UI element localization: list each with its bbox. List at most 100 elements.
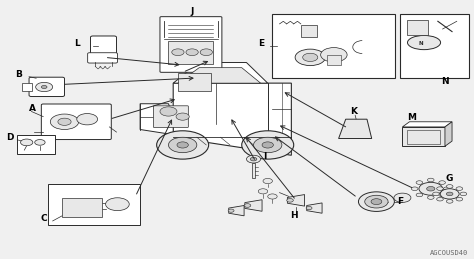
Text: G: G xyxy=(446,174,453,183)
Circle shape xyxy=(365,195,388,208)
FancyBboxPatch shape xyxy=(91,36,117,56)
Bar xyxy=(168,41,213,64)
Circle shape xyxy=(444,187,450,191)
Circle shape xyxy=(172,49,184,56)
Ellipse shape xyxy=(408,35,440,50)
Circle shape xyxy=(262,142,273,148)
Text: M: M xyxy=(407,113,416,123)
Bar xyxy=(178,73,211,91)
Circle shape xyxy=(460,192,467,196)
Circle shape xyxy=(263,178,273,184)
FancyBboxPatch shape xyxy=(41,104,111,140)
Polygon shape xyxy=(445,122,452,146)
Text: H: H xyxy=(290,211,298,220)
Circle shape xyxy=(456,197,463,201)
Polygon shape xyxy=(140,104,173,135)
Circle shape xyxy=(242,131,294,159)
Circle shape xyxy=(160,107,177,116)
Circle shape xyxy=(228,209,234,212)
Circle shape xyxy=(287,199,293,202)
Circle shape xyxy=(428,196,434,199)
FancyBboxPatch shape xyxy=(29,77,64,97)
Circle shape xyxy=(447,185,453,188)
Circle shape xyxy=(439,181,446,184)
Circle shape xyxy=(246,155,261,163)
Polygon shape xyxy=(307,203,322,213)
Polygon shape xyxy=(402,122,452,127)
Circle shape xyxy=(306,206,312,210)
Text: E: E xyxy=(258,39,264,48)
Circle shape xyxy=(371,199,382,205)
Circle shape xyxy=(250,157,257,161)
Circle shape xyxy=(268,194,277,199)
Circle shape xyxy=(177,142,188,148)
Bar xyxy=(327,55,341,65)
Circle shape xyxy=(156,131,209,159)
Bar xyxy=(301,25,318,37)
Bar xyxy=(402,127,445,146)
Text: L: L xyxy=(74,39,80,48)
Circle shape xyxy=(428,178,434,182)
Circle shape xyxy=(447,200,453,203)
Circle shape xyxy=(50,114,79,130)
Circle shape xyxy=(35,140,45,145)
Circle shape xyxy=(186,49,198,56)
Circle shape xyxy=(447,192,453,196)
Circle shape xyxy=(36,82,53,92)
Text: C: C xyxy=(41,214,47,223)
Circle shape xyxy=(20,139,33,146)
Text: K: K xyxy=(350,107,357,116)
Circle shape xyxy=(437,197,443,201)
Circle shape xyxy=(416,193,423,197)
Text: I: I xyxy=(263,152,266,161)
Circle shape xyxy=(254,137,282,153)
Polygon shape xyxy=(229,205,244,216)
Circle shape xyxy=(244,204,251,207)
Bar xyxy=(400,13,469,78)
Bar xyxy=(22,83,32,91)
Circle shape xyxy=(106,198,129,211)
Circle shape xyxy=(41,85,47,89)
Text: F: F xyxy=(397,197,403,206)
Circle shape xyxy=(58,118,71,125)
Polygon shape xyxy=(173,62,268,83)
Circle shape xyxy=(258,189,268,194)
Polygon shape xyxy=(287,195,305,206)
Polygon shape xyxy=(245,200,262,211)
Bar xyxy=(407,20,428,35)
Text: D: D xyxy=(6,133,14,142)
Circle shape xyxy=(411,187,418,191)
Circle shape xyxy=(176,113,189,120)
FancyBboxPatch shape xyxy=(88,53,118,63)
Circle shape xyxy=(200,49,212,56)
Bar xyxy=(62,198,102,217)
Text: J: J xyxy=(191,6,194,16)
Bar xyxy=(273,13,395,78)
Bar xyxy=(407,130,440,144)
Bar xyxy=(252,163,255,178)
Text: A: A xyxy=(29,104,36,113)
Circle shape xyxy=(303,53,318,61)
Polygon shape xyxy=(173,83,292,155)
Circle shape xyxy=(456,187,463,190)
Polygon shape xyxy=(178,68,261,83)
Circle shape xyxy=(416,181,423,184)
Circle shape xyxy=(439,193,446,197)
Bar xyxy=(17,135,55,154)
FancyBboxPatch shape xyxy=(154,106,188,127)
Text: B: B xyxy=(15,70,22,79)
Text: N: N xyxy=(419,41,423,46)
Circle shape xyxy=(295,49,325,66)
Text: AGCOUSD40: AGCOUSD40 xyxy=(430,250,469,256)
Bar xyxy=(48,184,140,225)
Circle shape xyxy=(440,189,459,199)
Text: N: N xyxy=(441,77,449,87)
Circle shape xyxy=(433,192,439,196)
Polygon shape xyxy=(338,119,372,139)
Circle shape xyxy=(168,137,197,153)
Circle shape xyxy=(437,187,443,190)
FancyBboxPatch shape xyxy=(160,17,222,72)
Circle shape xyxy=(77,113,98,125)
Circle shape xyxy=(358,192,394,211)
Circle shape xyxy=(394,193,411,202)
